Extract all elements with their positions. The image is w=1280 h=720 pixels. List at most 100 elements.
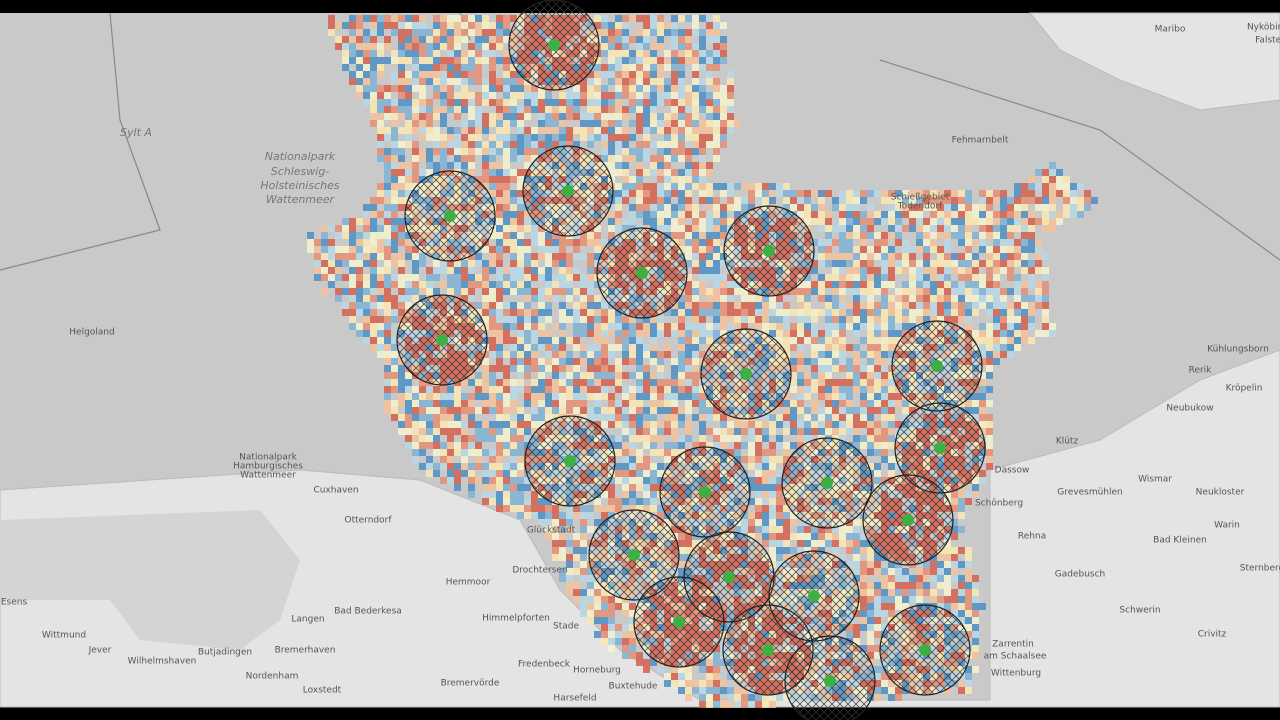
heat-cell (580, 239, 587, 246)
heat-cell (559, 92, 566, 99)
heat-cell (629, 442, 636, 449)
heat-cell (587, 505, 594, 512)
heat-cell (524, 365, 531, 372)
heat-cell (349, 29, 356, 36)
heat-cell (650, 505, 657, 512)
heat-cell (734, 442, 741, 449)
heat-cell (482, 463, 489, 470)
heat-cell (419, 400, 426, 407)
heat-cell (391, 106, 398, 113)
heat-cell (531, 400, 538, 407)
heat-cell (853, 365, 860, 372)
heat-cell (433, 113, 440, 120)
heat-cell (692, 337, 699, 344)
heat-cell (1007, 267, 1014, 274)
heat-cell (440, 85, 447, 92)
heat-cell (615, 358, 622, 365)
heat-cell (720, 211, 727, 218)
heat-cell (692, 323, 699, 330)
heat-cell (594, 344, 601, 351)
heat-cell (496, 43, 503, 50)
heat-cell (510, 288, 517, 295)
heat-cell (531, 141, 538, 148)
heat-cell (769, 316, 776, 323)
heat-cell (1028, 337, 1035, 344)
heat-cell (783, 316, 790, 323)
heat-cell (853, 197, 860, 204)
heat-cell (713, 267, 720, 274)
heat-cell (391, 400, 398, 407)
heat-cell (447, 99, 454, 106)
heat-cell (636, 379, 643, 386)
heat-cell (692, 43, 699, 50)
heat-cell (790, 372, 797, 379)
heat-cell (867, 400, 874, 407)
heat-cell (566, 267, 573, 274)
heat-cell (657, 211, 664, 218)
heat-cell (391, 232, 398, 239)
heat-cell (559, 316, 566, 323)
heat-cell (475, 71, 482, 78)
heat-cell (594, 92, 601, 99)
heat-cell (475, 281, 482, 288)
heat-cell (965, 232, 972, 239)
heat-cell (685, 183, 692, 190)
heat-cell (678, 99, 685, 106)
heat-cell (538, 92, 545, 99)
heat-cell (713, 330, 720, 337)
heat-cell (475, 309, 482, 316)
heat-cell (804, 393, 811, 400)
heat-cell (622, 43, 629, 50)
heat-cell (699, 428, 706, 435)
heat-cell (958, 302, 965, 309)
heat-cell (790, 386, 797, 393)
heat-cell (496, 183, 503, 190)
heat-cell (503, 372, 510, 379)
heat-cell (412, 169, 419, 176)
heat-cell (832, 351, 839, 358)
heat-cell (965, 288, 972, 295)
heat-cell (839, 435, 846, 442)
heat-cell (321, 239, 328, 246)
heat-cell (559, 99, 566, 106)
heat-cell (349, 281, 356, 288)
heat-cell (384, 15, 391, 22)
heat-cell (636, 204, 643, 211)
heat-cell (720, 302, 727, 309)
heat-cell (839, 246, 846, 253)
heat-cell (1042, 176, 1049, 183)
heat-cell (741, 295, 748, 302)
heat-cell (1014, 288, 1021, 295)
heat-cell (790, 428, 797, 435)
heat-cell (622, 134, 629, 141)
heat-cell (468, 484, 475, 491)
heat-cell (468, 281, 475, 288)
heat-cell (713, 64, 720, 71)
heat-cell (335, 36, 342, 43)
heat-cell (447, 134, 454, 141)
heat-cell (363, 337, 370, 344)
heat-cell (867, 225, 874, 232)
heat-cell (454, 106, 461, 113)
heat-cell (650, 99, 657, 106)
heat-cell (468, 393, 475, 400)
heat-cell (972, 267, 979, 274)
heat-cell (916, 288, 923, 295)
heat-cell (986, 281, 993, 288)
heat-cell (818, 211, 825, 218)
heat-cell (1000, 204, 1007, 211)
heat-cell (1035, 197, 1042, 204)
heat-cell (783, 323, 790, 330)
heat-cell (419, 43, 426, 50)
heat-cell (475, 148, 482, 155)
heat-cell (559, 260, 566, 267)
heat-cell (636, 113, 643, 120)
heat-cell (573, 505, 580, 512)
heat-cell (804, 204, 811, 211)
heat-cell (398, 365, 405, 372)
heat-cell (538, 106, 545, 113)
heat-cell (475, 113, 482, 120)
heat-cell (370, 225, 377, 232)
heat-cell (370, 71, 377, 78)
heat-cell (594, 57, 601, 64)
